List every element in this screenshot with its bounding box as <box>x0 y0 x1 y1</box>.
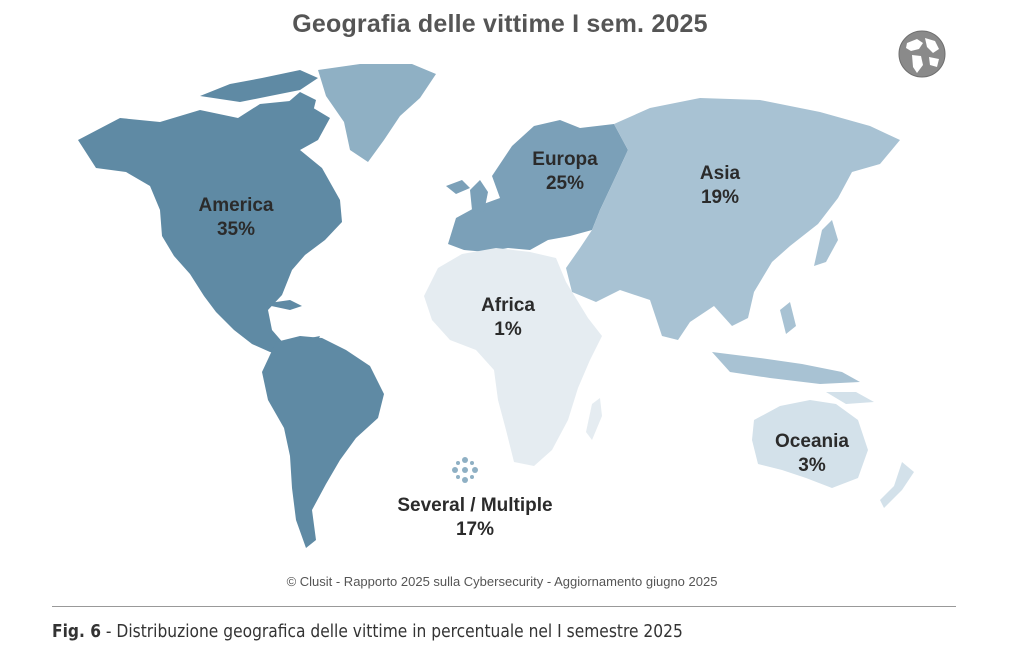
region-europe <box>448 120 628 252</box>
region-value: 19% <box>700 187 740 208</box>
region-madagascar <box>586 398 602 440</box>
label-several-multiple: Several / Multiple 17% <box>370 494 580 542</box>
region-australia <box>752 400 868 488</box>
region-name: Africa <box>481 295 535 316</box>
credit-line: © Clusit - Rapporto 2025 sulla Cybersecu… <box>286 574 718 589</box>
label-africa: Africa 1% <box>458 294 558 342</box>
region-value: 17% <box>455 519 495 540</box>
label-asia: Asia 19% <box>670 162 770 210</box>
label-america: America 35% <box>176 194 296 242</box>
region-name: Europa <box>532 149 598 170</box>
region-new-guinea <box>826 392 874 404</box>
region-america-north <box>78 100 342 358</box>
region-japan <box>814 220 838 266</box>
figure-caption-text: - Distribuzione geografica delle vittime… <box>101 621 683 642</box>
region-value: 1% <box>494 319 522 340</box>
region-value: 3% <box>798 455 826 476</box>
region-caribbean <box>262 300 302 310</box>
region-america-baffin <box>286 92 316 118</box>
figure-number: Fig. 6 <box>52 621 102 642</box>
label-oceania: Oceania 3% <box>756 430 868 478</box>
region-uk <box>470 180 488 212</box>
region-africa <box>424 248 602 466</box>
region-name: Asia <box>699 163 741 184</box>
dotted-cross-icon <box>452 457 478 483</box>
region-america-south <box>262 336 384 548</box>
divider <box>52 606 956 607</box>
region-name: Oceania <box>775 431 849 452</box>
region-new-zealand <box>880 462 914 508</box>
region-america-arctic <box>200 70 318 102</box>
region-philippines <box>780 302 796 334</box>
globe-icon <box>898 30 946 78</box>
region-value: 25% <box>545 173 585 194</box>
region-name: Several / Multiple <box>397 495 553 516</box>
region-name: America <box>198 195 274 216</box>
region-value: 35% <box>216 219 256 240</box>
region-iceland <box>446 180 470 194</box>
region-greenland <box>318 64 436 162</box>
region-indonesia <box>712 352 860 384</box>
region-asia <box>566 98 900 340</box>
figure-caption: Fig. 6 - Distribuzione geografica delle … <box>52 621 683 642</box>
label-europa: Europa 25% <box>510 148 620 196</box>
map-title: Geografia delle vittime I sem. 2025 <box>292 10 708 38</box>
